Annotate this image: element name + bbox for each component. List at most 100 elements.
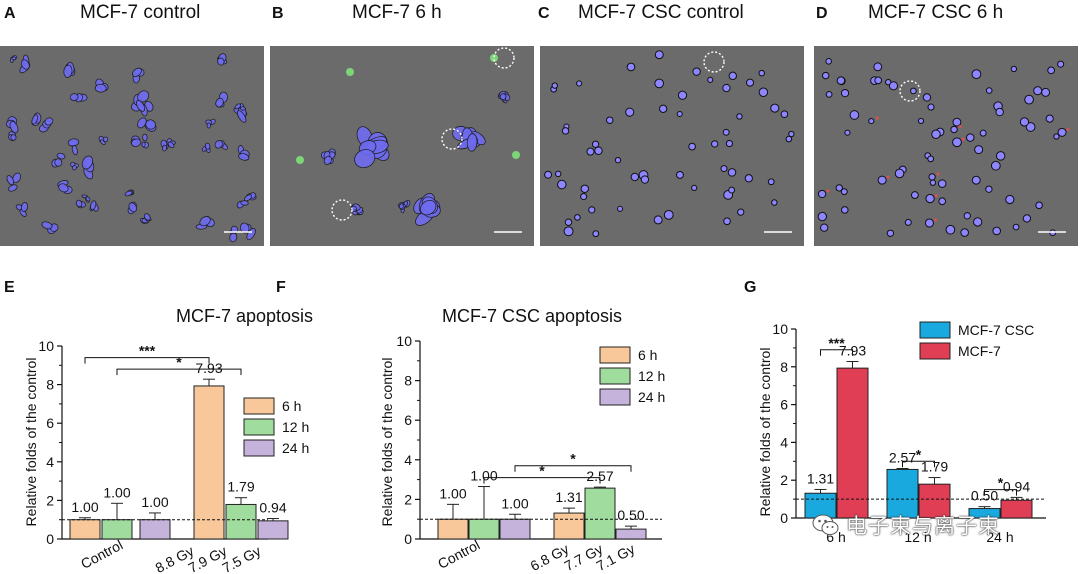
cell	[744, 174, 753, 183]
cell	[20, 202, 29, 213]
cell	[771, 199, 778, 206]
cell	[58, 183, 69, 193]
data-label: 0.94	[1003, 478, 1030, 494]
cell	[240, 200, 249, 206]
chart-title: MCF-7 CSC apoptosis	[442, 306, 622, 326]
cell	[780, 110, 789, 119]
bar	[1000, 499, 1033, 519]
cell	[960, 228, 969, 237]
cell	[563, 226, 574, 237]
data-label: 1.00	[470, 468, 497, 484]
cell	[630, 172, 640, 182]
cell	[929, 179, 937, 186]
legend-label: 6 h	[282, 398, 301, 414]
bar	[499, 518, 531, 540]
cell	[995, 107, 1004, 117]
significance-bracket	[820, 349, 853, 356]
cell	[758, 69, 766, 77]
significance-label: ***	[828, 335, 845, 351]
bar	[69, 519, 101, 540]
y-axis-label: Relative folds of the control	[757, 348, 773, 517]
red-spot	[936, 172, 940, 176]
significance-label: *	[176, 354, 182, 370]
bar	[193, 385, 225, 540]
red-spot	[958, 125, 962, 129]
panel-b-letter: B	[272, 5, 284, 22]
cell	[707, 76, 714, 83]
y-tick-label: 6	[46, 415, 54, 431]
category-label: 24 h	[986, 529, 1013, 545]
data-label: 1.00	[501, 495, 528, 511]
cell	[688, 142, 696, 151]
cell	[927, 103, 935, 111]
highlight-circle	[331, 199, 353, 221]
cell	[238, 153, 250, 161]
cell	[234, 103, 242, 110]
cell	[574, 214, 581, 221]
cell	[85, 196, 91, 202]
cell	[167, 141, 175, 149]
cell	[691, 184, 698, 192]
cell	[11, 56, 17, 61]
micrograph-b	[270, 46, 534, 246]
data-label: 1.00	[439, 485, 466, 501]
y-tick-label: 8	[780, 359, 788, 375]
cell	[727, 168, 737, 177]
cell	[825, 90, 833, 98]
cell	[974, 145, 984, 155]
legend-label: 24 h	[638, 389, 665, 405]
panel-c-header: C MCF-7 CSC control	[538, 2, 744, 23]
cell	[817, 211, 828, 222]
cell	[564, 218, 573, 226]
cell	[544, 170, 553, 179]
red-spot	[875, 116, 879, 120]
cell	[626, 62, 636, 72]
micrograph-a	[0, 46, 264, 246]
cell	[841, 206, 849, 214]
cell	[788, 130, 795, 138]
y-tick-label: 2	[46, 492, 54, 508]
cell	[992, 226, 1002, 236]
cell	[71, 145, 78, 156]
cell	[56, 152, 66, 160]
data-label: 2.57	[586, 468, 613, 484]
cell	[75, 199, 83, 208]
bar	[553, 512, 585, 540]
data-label: 0.50	[617, 507, 644, 523]
cell	[952, 117, 962, 127]
green-spot	[512, 151, 520, 159]
cell	[928, 173, 936, 181]
cell	[551, 82, 558, 89]
cell	[723, 217, 731, 226]
cell	[1012, 223, 1020, 231]
cell	[12, 172, 22, 183]
cell	[592, 230, 600, 238]
panel-d-title: MCF-7 CSC 6 h	[868, 2, 1003, 23]
y-tick-label: 0	[46, 531, 54, 547]
panel-d-letter: D	[816, 5, 828, 22]
cell	[557, 179, 567, 190]
cell	[100, 139, 106, 146]
cell	[910, 87, 917, 95]
cell	[745, 78, 755, 87]
cell	[849, 110, 860, 120]
cell	[8, 184, 18, 192]
cell	[952, 137, 962, 148]
cell	[135, 99, 146, 112]
data-label: 1.00	[103, 484, 130, 500]
category-label: 12 h	[904, 529, 931, 545]
chart-e: E MCF-7 apoptosis Relative folds of the co…	[4, 279, 313, 574]
data-label: 1.31	[555, 489, 582, 505]
bar	[468, 518, 500, 540]
cell	[874, 76, 883, 85]
cell	[711, 140, 719, 148]
cell	[767, 178, 775, 186]
legend-swatch	[599, 388, 631, 406]
bar	[918, 483, 951, 519]
panel-a-title: MCF-7 control	[80, 2, 200, 23]
cell	[963, 212, 971, 220]
cell	[162, 144, 168, 152]
cell	[938, 197, 947, 206]
cell	[81, 155, 94, 170]
cell	[586, 147, 595, 156]
